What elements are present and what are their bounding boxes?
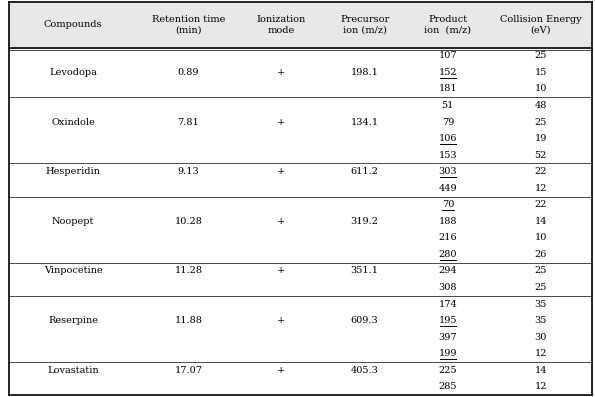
Text: 35: 35	[534, 316, 547, 325]
Text: Hesperidin: Hesperidin	[46, 167, 101, 176]
Text: 188: 188	[439, 217, 457, 226]
Text: Product
ion  (m/z): Product ion (m/z)	[424, 15, 471, 35]
Text: 0.89: 0.89	[177, 68, 199, 77]
Text: 25: 25	[534, 118, 547, 127]
Text: 611.2: 611.2	[350, 167, 378, 176]
Text: Oxindole: Oxindole	[51, 118, 95, 127]
Text: +: +	[277, 266, 286, 276]
Text: +: +	[277, 316, 286, 325]
Text: 22: 22	[534, 200, 547, 209]
Text: 319.2: 319.2	[350, 217, 378, 226]
Text: 11.28: 11.28	[174, 266, 202, 276]
Text: 25: 25	[534, 266, 547, 276]
Text: 7.81: 7.81	[177, 118, 199, 127]
Text: Collision Energy
(eV): Collision Energy (eV)	[500, 15, 581, 35]
Text: 199: 199	[439, 349, 457, 358]
Text: 10.28: 10.28	[174, 217, 202, 226]
Text: 79: 79	[441, 118, 454, 127]
Text: 10: 10	[534, 233, 547, 243]
Text: 285: 285	[439, 382, 457, 391]
Text: 30: 30	[534, 333, 547, 342]
Text: Lovastatin: Lovastatin	[47, 366, 99, 375]
Text: 9.13: 9.13	[177, 167, 199, 176]
Text: 134.1: 134.1	[350, 118, 378, 127]
Text: 12: 12	[534, 184, 547, 193]
Text: 17.07: 17.07	[174, 366, 202, 375]
Text: Noopept: Noopept	[52, 217, 94, 226]
Text: 294: 294	[439, 266, 457, 276]
Text: 405.3: 405.3	[350, 366, 378, 375]
Text: 280: 280	[439, 250, 457, 259]
Text: +: +	[277, 68, 286, 77]
Text: 181: 181	[439, 85, 457, 94]
Text: +: +	[277, 118, 286, 127]
Text: 12: 12	[534, 382, 547, 391]
Text: 303: 303	[439, 167, 457, 176]
Text: 11.88: 11.88	[174, 316, 202, 325]
Text: 52: 52	[534, 150, 547, 160]
Text: 25: 25	[534, 51, 547, 60]
Text: 397: 397	[439, 333, 457, 342]
Text: 106: 106	[439, 134, 457, 143]
Text: 107: 107	[439, 51, 457, 60]
Text: 152: 152	[439, 68, 457, 77]
Text: 51: 51	[441, 101, 454, 110]
Text: 449: 449	[439, 184, 457, 193]
Text: 225: 225	[439, 366, 457, 375]
Text: 351.1: 351.1	[350, 266, 378, 276]
Text: 174: 174	[439, 299, 457, 308]
Text: Compounds: Compounds	[44, 20, 102, 29]
Text: 14: 14	[534, 366, 547, 375]
Text: 216: 216	[439, 233, 457, 243]
Text: 10: 10	[534, 85, 547, 94]
Text: Precursor
ion (m/z): Precursor ion (m/z)	[340, 15, 389, 35]
Text: 308: 308	[439, 283, 457, 292]
Text: 70: 70	[441, 200, 454, 209]
Text: +: +	[277, 366, 286, 375]
Text: 35: 35	[534, 299, 547, 308]
Bar	[9, 2, 592, 48]
Text: 15: 15	[534, 68, 547, 77]
Text: 14: 14	[534, 217, 547, 226]
Text: 48: 48	[534, 101, 547, 110]
Text: 25: 25	[534, 283, 547, 292]
Text: +: +	[277, 217, 286, 226]
Text: 19: 19	[534, 134, 547, 143]
Text: +: +	[277, 167, 286, 176]
Text: 198.1: 198.1	[350, 68, 378, 77]
Text: Vinpocetine: Vinpocetine	[43, 266, 102, 276]
Text: Ionization
mode: Ionization mode	[256, 15, 306, 35]
Text: 195: 195	[439, 316, 457, 325]
Text: 609.3: 609.3	[350, 316, 378, 325]
Text: Levodopa: Levodopa	[49, 68, 97, 77]
Text: 22: 22	[534, 167, 547, 176]
Text: Retention time
(min): Retention time (min)	[152, 15, 225, 35]
Text: 153: 153	[439, 150, 457, 160]
Text: 12: 12	[534, 349, 547, 358]
Text: Reserpine: Reserpine	[48, 316, 98, 325]
Text: 26: 26	[534, 250, 547, 259]
